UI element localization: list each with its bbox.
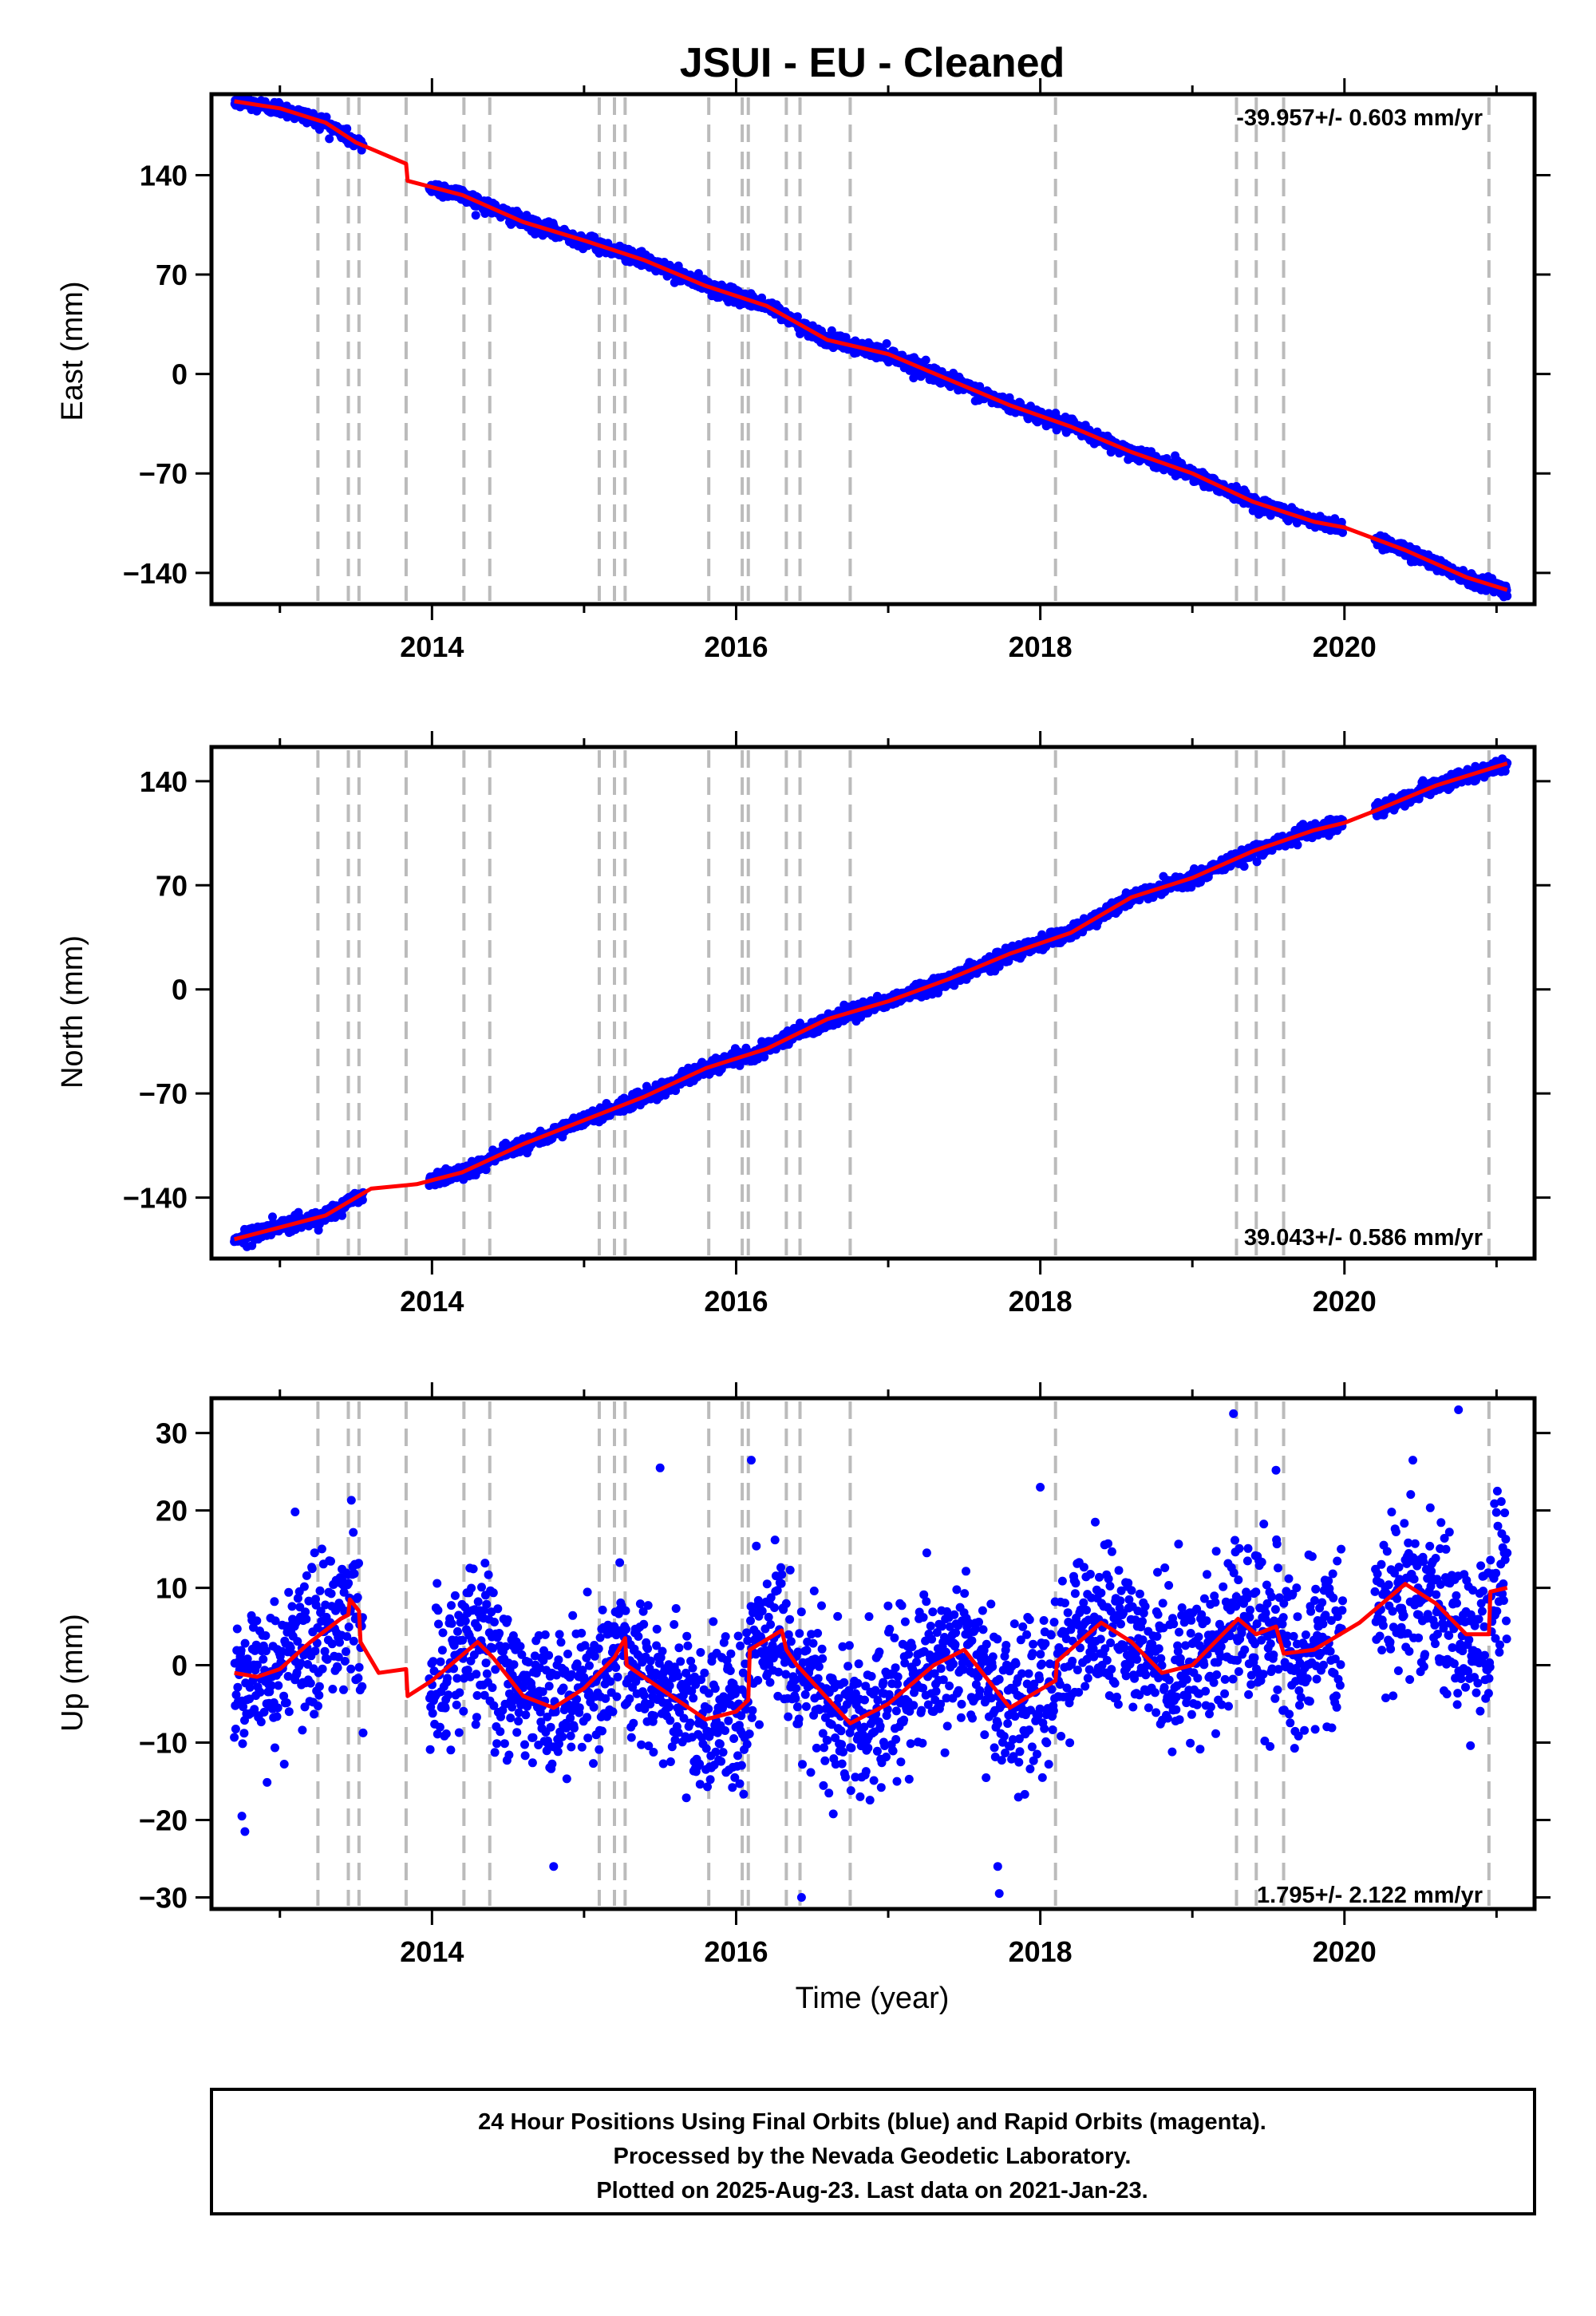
x-tick-label: 2014	[400, 630, 464, 663]
east-rate-label: -39.957+/- 0.603 mm/yr	[1236, 105, 1483, 131]
x-tick-label: 2014	[400, 1285, 464, 1318]
data-point	[231, 1690, 241, 1700]
y-tick-label: 70	[156, 869, 188, 902]
data-point	[238, 1739, 247, 1749]
data-point	[358, 1196, 367, 1205]
data-point	[250, 1705, 259, 1714]
y-tick-label: 0	[172, 358, 188, 391]
data-point	[342, 124, 352, 133]
east-fit-line	[234, 99, 1508, 592]
y-tick-label: 140	[140, 159, 188, 192]
figure-title: JSUI - EU - Cleaned	[680, 40, 1065, 86]
y-tick-label: −70	[139, 457, 188, 490]
data-point	[882, 339, 891, 348]
data-point	[909, 373, 918, 383]
y-tick-label: 140	[140, 765, 188, 798]
data-point	[236, 1646, 246, 1655]
y-tick-label: 0	[172, 974, 188, 1006]
data-point	[1239, 862, 1249, 871]
data-point	[245, 1682, 255, 1692]
data-point	[1503, 591, 1512, 601]
east-plot-frame	[209, 92, 1537, 607]
data-point	[921, 355, 930, 365]
up-data-points	[230, 1405, 1512, 1902]
data-point	[1252, 857, 1262, 867]
y-tick-label: −70	[139, 1077, 188, 1110]
data-point	[232, 1624, 242, 1634]
y-tick-label: 70	[156, 259, 188, 291]
data-point	[481, 1165, 491, 1175]
data-point	[251, 1640, 261, 1650]
data-point	[1187, 883, 1196, 892]
data-point	[325, 134, 334, 144]
y-tick-label: −140	[123, 1182, 188, 1215]
north-rate-label: 39.043+/- 0.586 mm/yr	[1244, 1225, 1483, 1251]
north-fit-line	[233, 761, 1508, 1242]
x-tick-label: 2020	[1313, 630, 1377, 663]
up-panel: Up (mm) 2014 2016 2018 20203020100−10−20−30…	[56, 1382, 1551, 1968]
data-point	[240, 1638, 250, 1648]
x-tick-label: 2018	[1009, 630, 1073, 663]
east-panel: East (mm) 2014 2016 2018 2020 140 70 0 −70 −140 -…	[56, 78, 1551, 663]
data-point	[1338, 528, 1347, 537]
x-tick-label: 2018	[1009, 1285, 1073, 1318]
north-axis-label: North (mm)	[56, 935, 89, 1089]
data-point	[231, 1725, 240, 1733]
up-axis-label: Up (mm)	[56, 1614, 89, 1732]
data-point	[249, 1622, 258, 1632]
data-point	[252, 1616, 262, 1626]
data-point	[471, 211, 480, 220]
east-axis-label: East (mm)	[56, 281, 89, 421]
north-plot-frame	[209, 745, 1537, 1261]
y-tick-label: −140	[123, 557, 188, 590]
x-tick-label: 2016	[704, 1285, 768, 1318]
data-point	[239, 1729, 249, 1738]
x-tick-label: 2016	[704, 630, 768, 663]
data-point	[230, 1733, 239, 1742]
data-point	[239, 1702, 248, 1712]
x-tick-label: 2020	[1313, 1285, 1377, 1318]
data-point	[233, 1682, 243, 1692]
data-point	[338, 1211, 347, 1220]
north-panel: North (mm) 2014 2016 2018 2020 140 70 0 −70 −140…	[56, 731, 1551, 1318]
data-point	[1293, 840, 1302, 850]
